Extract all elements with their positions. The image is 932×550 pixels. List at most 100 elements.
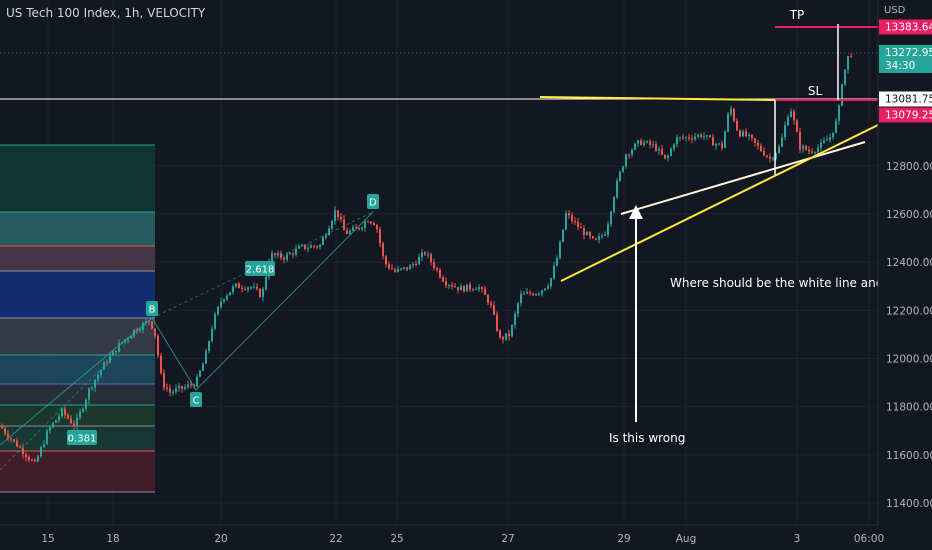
candle-body [634,143,636,150]
candle-body [826,139,828,141]
candle-body [166,387,168,389]
candle-body [838,105,840,121]
candle-body [112,350,114,356]
candle-body [82,408,84,412]
candle-body [283,257,285,260]
candle-body [850,56,852,58]
candle-body [385,256,387,265]
chart-title: US Tech 100 Index, 1h, VELOCITY [6,6,206,20]
candle-body [7,433,9,439]
candle-body [688,137,690,139]
candle-body [172,391,174,393]
yellow-trend-line [560,124,879,282]
candle-body [841,84,843,106]
candle-body [811,151,813,153]
candle-body [457,286,459,291]
candle-body [352,227,354,231]
candle-body [442,277,444,282]
candle-body [526,292,528,294]
candle-body [619,171,621,181]
candle-body [661,148,663,155]
candle-body [181,386,183,389]
y-tick-label: 11600.00 [886,450,932,462]
candle-body [472,289,474,291]
y-tick-label: 12000.00 [886,354,932,366]
candle-body [532,293,534,296]
candle-body [34,459,36,462]
candle-body [694,136,696,140]
candle-body [415,264,417,266]
currency-label: USD [884,5,906,16]
candle-body [232,286,234,293]
candle-body [658,148,660,151]
candle-body [772,158,774,160]
candle-body [259,288,261,298]
candle-body [517,303,519,314]
x-tick-label: 06:00 [854,533,884,545]
candle-body [322,237,324,245]
candle-body [214,314,216,329]
y-tick-label: 12200.00 [886,305,932,317]
candle-body [70,418,72,424]
candle-body [847,56,849,70]
candle-body [817,147,819,153]
candle-body [739,130,741,137]
candle-body [37,456,39,462]
candle-body [631,149,633,155]
candle-body [559,241,561,259]
fib-zone [0,145,155,212]
candle-body [487,294,489,303]
candle-body [436,268,438,270]
candle-body [601,235,603,237]
fib-zone [0,384,155,405]
candle-body [31,459,33,461]
fib-label: 0.381 [68,434,97,445]
y-tick-label: 12400.00 [886,257,932,269]
candle-body [595,238,597,240]
candle-body [802,145,804,150]
candle-body [529,292,531,294]
candle-body [697,134,699,137]
candle-body [46,430,48,444]
candle-body [544,288,546,291]
y-axis-background [878,0,932,550]
candle-body [421,252,423,257]
candle-body [400,268,402,270]
x-tick-label: 3 [794,533,801,545]
candle-body [130,335,132,339]
candle-body [550,278,552,287]
white-trend-line [620,141,866,215]
candle-body [769,156,771,159]
candle-body [748,134,750,137]
x-tick-label: 22 [329,533,342,545]
candle-body [346,230,348,234]
candle-body [157,335,159,356]
annotation-sl: SL [808,84,823,98]
candle-body [481,287,483,289]
candle-body [220,301,222,307]
candle-body [367,221,369,223]
candle-body [319,244,321,247]
candle-body [4,428,6,434]
candle-body [484,288,486,295]
candle-body [823,140,825,143]
candle-body [241,288,243,290]
candle-body [190,384,192,386]
candle-body [820,142,822,148]
candle-body [451,285,453,287]
candle-body [277,253,279,256]
candle-body [475,289,477,291]
candle-body [664,154,666,159]
candle-body [466,284,468,292]
candle-body [712,137,714,146]
candle-body [607,224,609,235]
candle-body [40,447,42,457]
x-tick-label: 20 [214,533,227,545]
x-tick-label: 27 [501,533,514,545]
candle-body [703,136,705,138]
fib-zone [0,246,155,271]
candle-body [718,143,720,145]
candle-body [700,134,702,137]
